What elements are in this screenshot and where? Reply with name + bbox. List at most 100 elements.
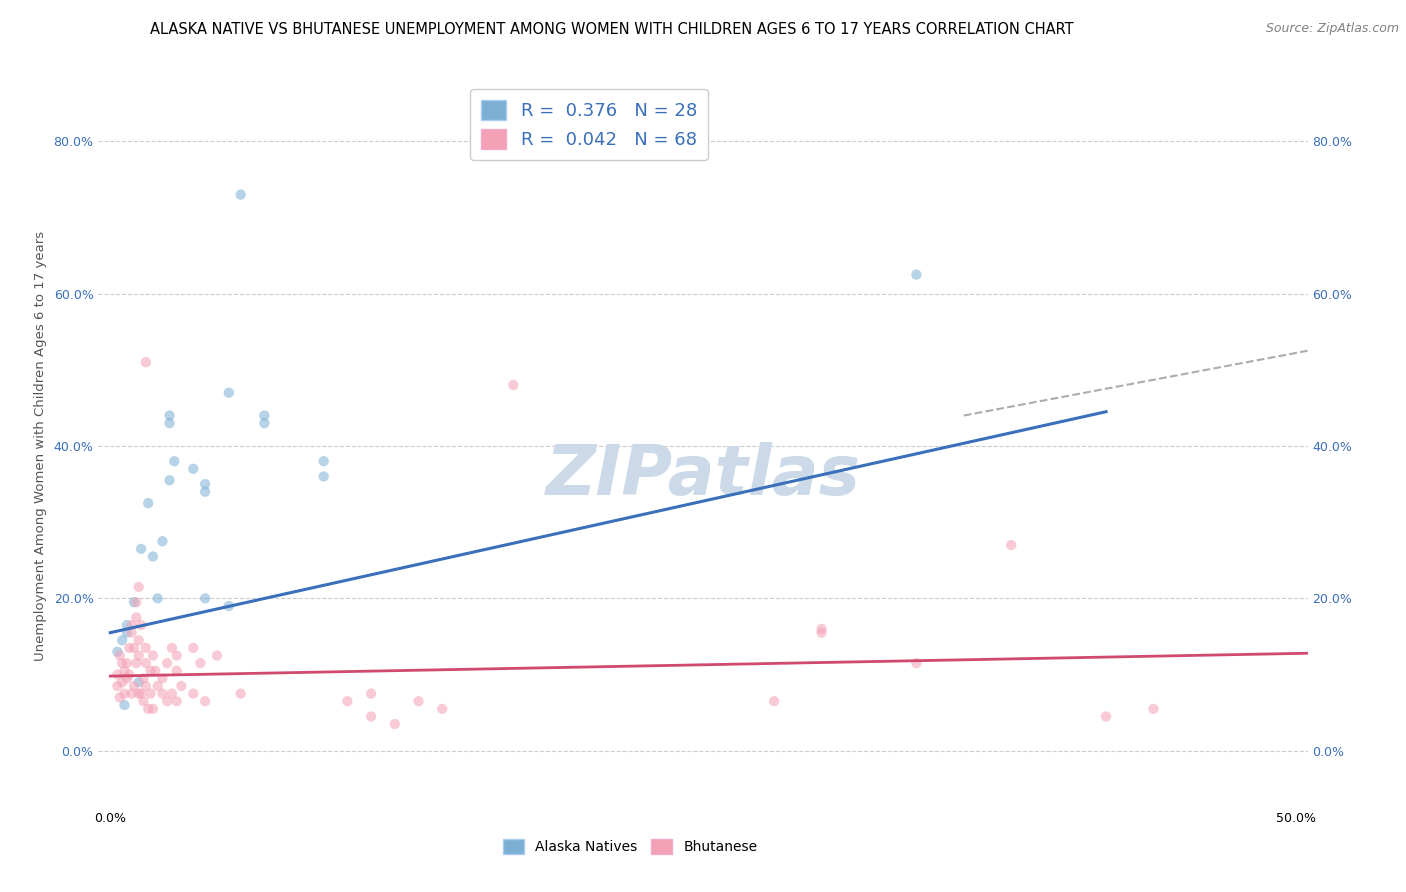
Point (160, 640, 183, 655)
Point (143, 664, 166, 678)
Text: ALASKA NATIVE VS BHUTANESE UNEMPLOYMENT AMONG WOMEN WITH CHILDREN AGES 6 TO 17 Y: ALASKA NATIVE VS BHUTANESE UNEMPLOYMENT … (150, 22, 1073, 37)
Point (128, 675, 150, 690)
Point (218, 385, 240, 400)
Point (122, 595, 145, 609)
Point (142, 549, 165, 564)
Text: Source: ZipAtlas.com: Source: ZipAtlas.com (1265, 22, 1399, 36)
Point (111, 633, 134, 648)
Point (129, 687, 152, 701)
Point (218, 599, 240, 613)
Point (105, 679, 128, 693)
Point (139, 687, 162, 701)
Point (194, 477, 217, 491)
Point (160, 687, 183, 701)
Point (152, 687, 174, 701)
Point (905, 268, 928, 282)
Point (128, 648, 150, 663)
Point (118, 667, 141, 681)
Text: ZIPatlas: ZIPatlas (546, 442, 860, 508)
Point (111, 675, 134, 690)
Point (114, 664, 136, 678)
Point (159, 409, 181, 423)
Point (108, 690, 131, 705)
Point (115, 625, 138, 640)
Point (229, 187, 252, 202)
Point (194, 591, 217, 606)
Point (128, 687, 150, 701)
Point (336, 694, 359, 708)
Text: 0.0%: 0.0% (94, 812, 127, 825)
Point (312, 454, 335, 468)
Point (810, 625, 832, 640)
Point (502, 378, 524, 392)
Point (115, 656, 138, 670)
Point (253, 416, 276, 430)
Point (115, 618, 138, 632)
Point (1095, 709, 1118, 723)
Point (810, 622, 832, 636)
Point (408, 694, 430, 708)
Point (152, 534, 174, 549)
Point (170, 679, 193, 693)
Point (121, 618, 143, 632)
Point (205, 648, 228, 663)
Point (166, 694, 188, 708)
Point (125, 595, 148, 609)
Point (105, 667, 128, 681)
Point (114, 698, 136, 712)
Point (129, 541, 152, 556)
Point (360, 709, 382, 723)
Legend: Alaska Natives, Bhutanese: Alaska Natives, Bhutanese (498, 834, 763, 860)
Y-axis label: Unemployment Among Women with Children Ages 6 to 17 years: Unemployment Among Women with Children A… (34, 231, 46, 661)
Point (121, 625, 143, 640)
Point (159, 473, 181, 487)
Point (360, 687, 382, 701)
Point (114, 687, 136, 701)
Point (105, 645, 128, 659)
Point (135, 656, 157, 670)
Point (136, 702, 159, 716)
Point (166, 664, 188, 678)
Point (139, 664, 162, 678)
Point (128, 633, 150, 648)
Point (142, 702, 165, 716)
Point (146, 591, 169, 606)
Point (905, 656, 928, 670)
Point (135, 355, 157, 369)
Point (384, 717, 406, 731)
Point (156, 656, 179, 670)
Point (129, 618, 152, 632)
Point (122, 679, 145, 693)
Point (142, 648, 165, 663)
Point (146, 679, 169, 693)
Point (125, 610, 148, 624)
Point (159, 416, 181, 430)
Point (128, 580, 150, 594)
Point (156, 694, 179, 708)
Point (111, 656, 134, 670)
Point (115, 672, 138, 686)
Point (181, 640, 204, 655)
Point (132, 694, 155, 708)
Text: 50.0%: 50.0% (1275, 812, 1316, 825)
Point (194, 694, 217, 708)
Point (132, 672, 155, 686)
Point (125, 656, 148, 670)
Point (229, 687, 252, 701)
Point (312, 469, 335, 483)
Point (194, 484, 217, 499)
Point (121, 687, 143, 701)
Point (763, 694, 786, 708)
Point (190, 656, 212, 670)
Point (136, 496, 159, 510)
Point (163, 454, 186, 468)
Point (135, 679, 157, 693)
Point (118, 640, 141, 655)
Point (122, 640, 145, 655)
Point (181, 687, 204, 701)
Point (135, 640, 157, 655)
Point (166, 648, 188, 663)
Point (108, 648, 131, 663)
Point (181, 462, 204, 476)
Point (1142, 702, 1164, 716)
